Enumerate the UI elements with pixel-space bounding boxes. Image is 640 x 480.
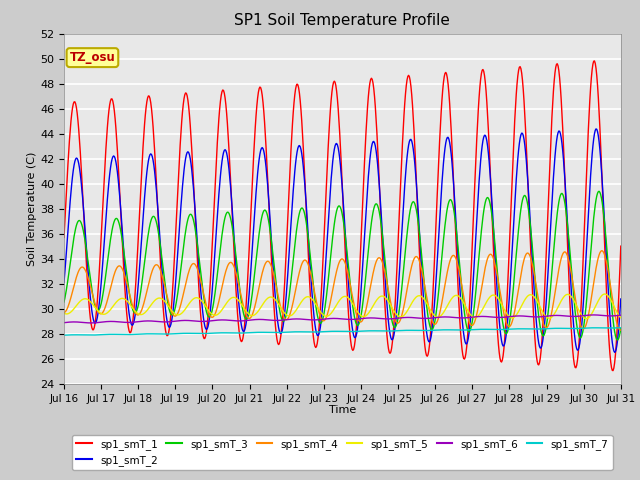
- sp1_smT_5: [70, 306, 78, 312]
- sp1_smT_3: [184, 216, 192, 222]
- sp1_smT_2: [617, 296, 625, 302]
- sp1_smT_3: [426, 324, 434, 330]
- sp1_smT_5: [426, 307, 434, 312]
- sp1_smT_7: [184, 330, 192, 336]
- sp1_smT_3: [70, 233, 78, 239]
- sp1_smT_2: [214, 213, 221, 219]
- sp1_smT_1: [410, 128, 418, 134]
- sp1_smT_5: [184, 302, 192, 308]
- Line: sp1_smT_7: sp1_smT_7: [64, 328, 621, 335]
- sp1_smT_6: [428, 315, 435, 321]
- sp1_smT_1: [60, 235, 68, 240]
- sp1_smT_7: [70, 332, 78, 338]
- sp1_smT_6: [617, 312, 625, 318]
- sp1_smT_7: [426, 327, 434, 333]
- Y-axis label: Soil Temperature (C): Soil Temperature (C): [28, 152, 37, 266]
- sp1_smT_4: [410, 256, 418, 262]
- sp1_smT_4: [617, 327, 625, 333]
- sp1_smT_1: [609, 368, 617, 373]
- sp1_smT_7: [214, 330, 221, 336]
- Title: SP1 Soil Temperature Profile: SP1 Soil Temperature Profile: [234, 13, 451, 28]
- sp1_smT_2: [410, 153, 418, 158]
- sp1_smT_6: [87, 320, 95, 326]
- sp1_smT_3: [595, 189, 603, 194]
- sp1_smT_4: [184, 272, 192, 277]
- sp1_smT_6: [60, 320, 68, 325]
- sp1_smT_4: [214, 304, 221, 310]
- sp1_smT_5: [601, 291, 609, 297]
- X-axis label: Time: Time: [329, 405, 356, 415]
- sp1_smT_6: [70, 319, 78, 325]
- sp1_smT_2: [611, 349, 618, 355]
- Text: TZ_osu: TZ_osu: [70, 51, 115, 64]
- sp1_smT_1: [127, 327, 135, 333]
- sp1_smT_7: [617, 325, 625, 331]
- sp1_smT_3: [214, 272, 221, 277]
- Line: sp1_smT_5: sp1_smT_5: [64, 294, 621, 319]
- sp1_smT_5: [617, 315, 625, 321]
- sp1_smT_7: [60, 332, 68, 338]
- sp1_smT_5: [127, 303, 135, 309]
- sp1_smT_6: [411, 315, 419, 321]
- sp1_smT_6: [128, 319, 136, 325]
- sp1_smT_1: [426, 334, 434, 339]
- Line: sp1_smT_3: sp1_smT_3: [64, 192, 621, 340]
- sp1_smT_1: [591, 58, 598, 64]
- Line: sp1_smT_4: sp1_smT_4: [64, 251, 621, 330]
- sp1_smT_2: [70, 162, 78, 168]
- sp1_smT_5: [214, 312, 221, 317]
- sp1_smT_1: [184, 97, 192, 103]
- sp1_smT_7: [410, 327, 418, 333]
- Line: sp1_smT_6: sp1_smT_6: [64, 315, 621, 323]
- sp1_smT_1: [214, 140, 221, 145]
- Legend: sp1_smT_1, sp1_smT_2, sp1_smT_3, sp1_smT_4, sp1_smT_5, sp1_smT_6, sp1_smT_7: sp1_smT_1, sp1_smT_2, sp1_smT_3, sp1_smT…: [72, 435, 612, 470]
- sp1_smT_3: [127, 302, 135, 308]
- sp1_smT_1: [617, 243, 625, 249]
- sp1_smT_5: [60, 311, 68, 316]
- sp1_smT_4: [426, 312, 434, 318]
- sp1_smT_6: [590, 312, 598, 318]
- sp1_smT_3: [410, 199, 418, 205]
- sp1_smT_2: [184, 149, 192, 155]
- sp1_smT_1: [70, 99, 78, 105]
- sp1_smT_6: [214, 317, 222, 323]
- sp1_smT_2: [592, 126, 600, 132]
- Line: sp1_smT_1: sp1_smT_1: [64, 61, 621, 371]
- sp1_smT_3: [60, 299, 68, 305]
- sp1_smT_4: [70, 283, 78, 288]
- sp1_smT_4: [127, 299, 135, 304]
- sp1_smT_7: [127, 332, 135, 337]
- sp1_smT_5: [410, 297, 418, 302]
- sp1_smT_2: [60, 280, 68, 286]
- sp1_smT_3: [614, 337, 621, 343]
- sp1_smT_6: [185, 318, 193, 324]
- sp1_smT_2: [426, 337, 434, 343]
- sp1_smT_4: [616, 327, 624, 333]
- sp1_smT_4: [60, 310, 68, 315]
- Line: sp1_smT_2: sp1_smT_2: [64, 129, 621, 352]
- sp1_smT_3: [617, 325, 625, 331]
- sp1_smT_2: [127, 322, 135, 327]
- sp1_smT_4: [598, 248, 606, 253]
- sp1_smT_5: [582, 316, 590, 322]
